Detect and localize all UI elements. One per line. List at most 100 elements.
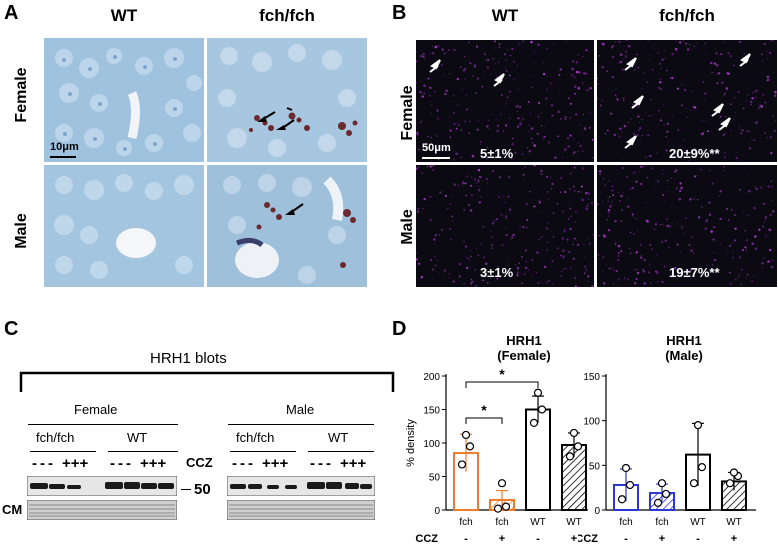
stat-female-fch: 20±9%** xyxy=(669,146,720,161)
blot-f-wt-line xyxy=(108,451,178,452)
blot-cm-female xyxy=(27,500,177,520)
y-tick-label: 100 xyxy=(423,439,440,450)
ccz-sign: + xyxy=(571,533,577,545)
blot-m-plus-2: +++ xyxy=(340,455,367,472)
blot-group-male: Male xyxy=(286,402,315,417)
blot-male-underline xyxy=(228,424,374,425)
blot-mw-50: 50 xyxy=(194,481,211,498)
blot-f-plus-2: +++ xyxy=(140,455,167,472)
data-point xyxy=(657,479,667,488)
blot-bracket xyxy=(19,371,395,392)
data-point xyxy=(501,502,511,511)
ccz-sign: + xyxy=(499,533,505,545)
panel-b-scale-label: 50μm xyxy=(422,142,451,154)
y-axis-label: % density xyxy=(405,419,417,467)
chart-title-line1: HRH1 xyxy=(506,333,541,348)
significance-star: * xyxy=(499,366,505,382)
micrograph-female-wt xyxy=(44,38,204,162)
panel-a-row-male: Male xyxy=(13,213,30,249)
bar xyxy=(525,408,551,511)
data-point xyxy=(689,479,699,488)
micrograph-male-wt xyxy=(44,165,204,287)
data-point xyxy=(569,428,579,438)
fluor-male-wt: 3±1% xyxy=(416,165,594,287)
data-point xyxy=(697,463,707,472)
blot-female-fch-label: fch/fch xyxy=(36,430,75,445)
blot-female-underline xyxy=(28,424,178,425)
blot-m-minus-1: --- xyxy=(232,455,256,472)
panel-b-letter: B xyxy=(392,2,407,24)
blot-cm-label: CM xyxy=(2,502,23,517)
panel-a-col-wt: WT xyxy=(110,6,138,25)
significance-star: * xyxy=(481,402,487,418)
y-tick-label: 100 xyxy=(583,417,600,428)
data-point xyxy=(497,479,507,488)
data-point xyxy=(661,489,671,499)
blot-female-wt-label: WT xyxy=(127,430,148,445)
blot-hrh1-male xyxy=(227,476,375,496)
blot-male-wt-label: WT xyxy=(328,430,349,445)
micrograph-male-fch xyxy=(207,165,367,287)
category-label: fch xyxy=(495,517,508,528)
data-point xyxy=(693,421,703,430)
stat-male-wt: 3±1% xyxy=(480,265,514,280)
data-point xyxy=(573,442,583,451)
data-point xyxy=(617,495,627,504)
y-tick-label: 50 xyxy=(589,461,601,472)
category-label: WT xyxy=(530,517,546,528)
data-point xyxy=(565,452,575,461)
y-tick-label: 200 xyxy=(423,372,440,383)
chart-hrh1-female: HRH1(Female) 0 50 100 150 200 % density fch - fch… xyxy=(405,333,588,545)
blot-f-minus-1: --- xyxy=(32,455,56,472)
blot-ccz-label: CCZ xyxy=(186,455,213,470)
micrograph-female-fch xyxy=(207,38,367,162)
panel-b-col-wt: WT xyxy=(491,6,519,25)
data-point xyxy=(537,405,547,414)
blot-mw-tick xyxy=(181,489,191,490)
y-tick-label: 150 xyxy=(423,406,440,417)
chart-title-line1: HRH1 xyxy=(666,333,701,348)
data-point xyxy=(653,498,663,507)
panel-b-scale-bar xyxy=(422,157,450,159)
fluor-female-fch: 20±9%** xyxy=(597,40,777,162)
panel-b-col-fch: fch/fch xyxy=(659,6,715,25)
y-tick-label: 0 xyxy=(434,506,440,517)
blot-m-fch-line xyxy=(230,451,296,452)
panel-a-scale-bar xyxy=(50,156,76,158)
stat-male-fch: 19±7%** xyxy=(669,265,720,280)
panel-a-col-fch: fch/fch xyxy=(259,6,315,25)
panel-c-letter: C xyxy=(4,318,19,340)
chart-hrh1-male: HRH1(Male) 0 50 100 150 fch - fch + WT - WT + CCZ xyxy=(578,333,756,545)
data-point xyxy=(621,463,631,473)
chart-title-line2: (Male) xyxy=(665,348,703,363)
panel-a-letter: A xyxy=(4,2,19,24)
panel-d-letter: D xyxy=(392,318,407,340)
category-label: WT xyxy=(726,517,742,528)
data-point xyxy=(493,504,503,513)
ccz-sign: - xyxy=(536,533,540,545)
data-point xyxy=(461,430,471,440)
blot-f-plus-1: +++ xyxy=(62,455,89,472)
category-label: WT xyxy=(566,517,582,528)
ccz-row-label: CCZ xyxy=(415,533,438,545)
data-point xyxy=(725,479,735,488)
category-label: WT xyxy=(690,517,706,528)
blot-male-fch-label: fch/fch xyxy=(236,430,275,445)
blot-title: HRH1 blots xyxy=(150,350,227,367)
category-label: fch xyxy=(655,517,668,528)
stat-female-wt: 5±1% xyxy=(480,146,514,161)
fluor-female-wt: 50μm 5±1% xyxy=(416,40,594,162)
significance-bracket xyxy=(465,381,539,388)
ccz-row-label: CCZ xyxy=(578,533,598,545)
blot-m-plus-1: +++ xyxy=(262,455,289,472)
data-point xyxy=(533,388,543,397)
data-point xyxy=(529,418,539,428)
data-point xyxy=(465,442,475,451)
blot-m-minus-2: --- xyxy=(310,455,334,472)
ccz-sign: - xyxy=(696,533,700,545)
ccz-sign: + xyxy=(659,533,665,545)
y-tick-label: 50 xyxy=(429,473,441,484)
panel-a-row-female: Female xyxy=(13,67,30,123)
data-point xyxy=(457,460,467,469)
category-label: fch xyxy=(459,517,472,528)
